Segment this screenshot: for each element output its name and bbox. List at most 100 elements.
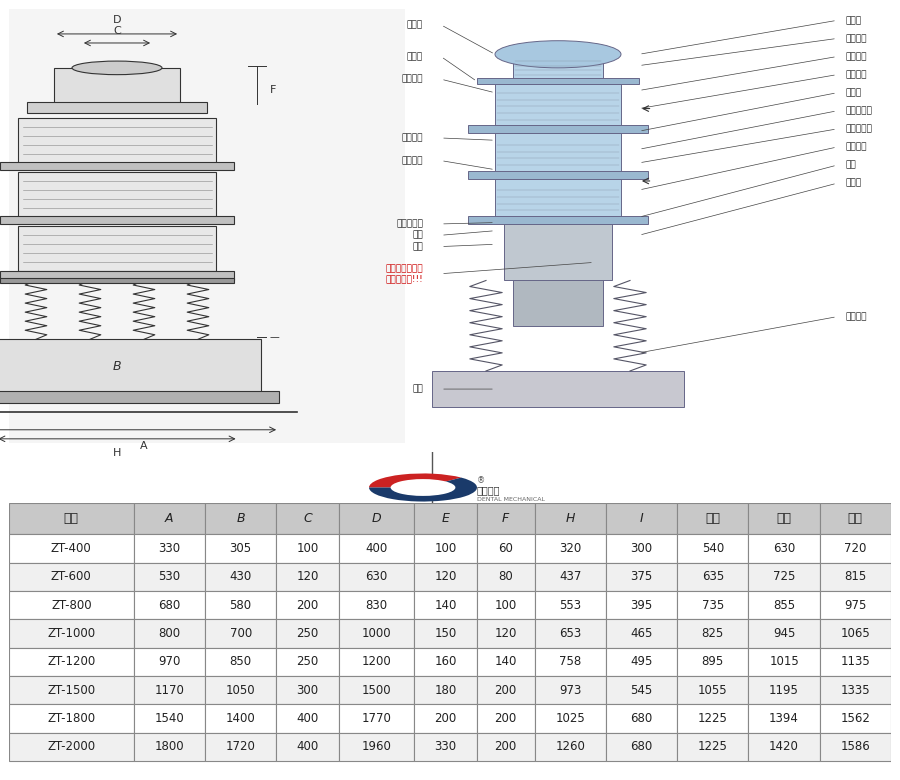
Bar xyxy=(205,676,276,704)
Bar xyxy=(606,732,677,760)
Bar xyxy=(338,562,414,591)
Text: ®: ® xyxy=(477,476,485,485)
Bar xyxy=(134,732,205,760)
Bar xyxy=(0,339,261,394)
Text: 1260: 1260 xyxy=(555,740,585,753)
Text: 530: 530 xyxy=(158,570,180,583)
Bar xyxy=(535,704,606,732)
Bar xyxy=(276,647,338,676)
Bar xyxy=(535,562,606,591)
Text: 上部重锤: 上部重锤 xyxy=(846,143,868,151)
Bar xyxy=(749,619,820,647)
Text: 540: 540 xyxy=(702,542,724,555)
Text: 545: 545 xyxy=(630,683,652,697)
Bar xyxy=(414,591,477,619)
Text: 60: 60 xyxy=(499,542,513,555)
Bar xyxy=(414,676,477,704)
Text: 120: 120 xyxy=(435,570,456,583)
Bar xyxy=(432,371,684,407)
Text: 振宝机械: 振宝机械 xyxy=(477,485,500,495)
Bar xyxy=(477,676,535,704)
Bar xyxy=(338,676,414,704)
Bar xyxy=(749,704,820,732)
Text: 1015: 1015 xyxy=(770,655,799,668)
Wedge shape xyxy=(369,473,461,488)
Text: 二层: 二层 xyxy=(777,512,792,525)
Bar xyxy=(9,732,134,760)
Text: 553: 553 xyxy=(559,598,581,612)
Bar xyxy=(677,676,749,704)
Text: 975: 975 xyxy=(844,598,867,612)
Text: 1800: 1800 xyxy=(155,740,184,753)
Text: 进料口: 进料口 xyxy=(846,16,862,25)
Bar xyxy=(134,619,205,647)
Text: 970: 970 xyxy=(158,655,181,668)
Bar xyxy=(276,591,338,619)
Text: 180: 180 xyxy=(435,683,456,697)
Bar xyxy=(134,591,205,619)
Bar xyxy=(513,281,603,326)
Text: 1055: 1055 xyxy=(698,683,727,697)
Bar xyxy=(27,101,207,113)
Bar xyxy=(535,591,606,619)
Bar xyxy=(677,619,749,647)
Text: 底部框架: 底部框架 xyxy=(401,156,423,165)
Bar xyxy=(205,732,276,760)
Text: 防尘盖: 防尘盖 xyxy=(407,20,423,30)
Bar xyxy=(749,503,820,534)
Text: E: E xyxy=(442,512,449,525)
Bar xyxy=(134,676,205,704)
Bar xyxy=(276,534,338,562)
Text: 200: 200 xyxy=(495,740,517,753)
Bar xyxy=(414,647,477,676)
Text: 辅助筛网: 辅助筛网 xyxy=(846,34,868,43)
Bar xyxy=(677,704,749,732)
Bar xyxy=(205,704,276,732)
Text: 辅助筛网: 辅助筛网 xyxy=(846,52,868,61)
Text: 1562: 1562 xyxy=(841,712,870,725)
Bar xyxy=(205,503,276,534)
Text: —: — xyxy=(270,332,280,342)
Bar xyxy=(18,172,216,217)
Text: A: A xyxy=(140,441,148,451)
Text: 1065: 1065 xyxy=(841,627,870,640)
Bar xyxy=(414,704,477,732)
Bar xyxy=(134,503,205,534)
Text: 下部重锤: 下部重锤 xyxy=(846,312,868,321)
Bar xyxy=(606,591,677,619)
Text: ZT-1800: ZT-1800 xyxy=(48,712,95,725)
Bar xyxy=(18,118,216,163)
Bar xyxy=(276,732,338,760)
Text: 小尺寸排料: 小尺寸排料 xyxy=(396,219,423,229)
Text: 630: 630 xyxy=(365,570,388,583)
Bar xyxy=(820,562,891,591)
Bar xyxy=(677,591,749,619)
Text: 一般结构图: 一般结构图 xyxy=(636,468,696,488)
Text: H: H xyxy=(565,512,575,525)
Bar xyxy=(9,562,134,591)
Text: 395: 395 xyxy=(630,598,652,612)
Ellipse shape xyxy=(495,41,621,68)
Bar xyxy=(477,78,639,83)
Text: 底座: 底座 xyxy=(412,385,423,394)
Text: DENTAL MECHANICAL: DENTAL MECHANICAL xyxy=(477,497,545,502)
Bar xyxy=(477,619,535,647)
Bar xyxy=(820,534,891,562)
Text: 800: 800 xyxy=(158,627,180,640)
Bar xyxy=(338,647,414,676)
Text: 635: 635 xyxy=(702,570,724,583)
Text: 1135: 1135 xyxy=(841,655,870,668)
Bar xyxy=(504,224,612,281)
Bar xyxy=(820,647,891,676)
Bar xyxy=(276,704,338,732)
Text: ZT-600: ZT-600 xyxy=(51,570,92,583)
Bar xyxy=(9,619,134,647)
Bar xyxy=(535,619,606,647)
Text: 型号: 型号 xyxy=(64,512,79,525)
Bar xyxy=(677,732,749,760)
Text: C: C xyxy=(303,512,311,525)
Text: 1170: 1170 xyxy=(155,683,184,697)
Text: 100: 100 xyxy=(495,598,517,612)
Bar xyxy=(749,647,820,676)
Text: 758: 758 xyxy=(559,655,581,668)
